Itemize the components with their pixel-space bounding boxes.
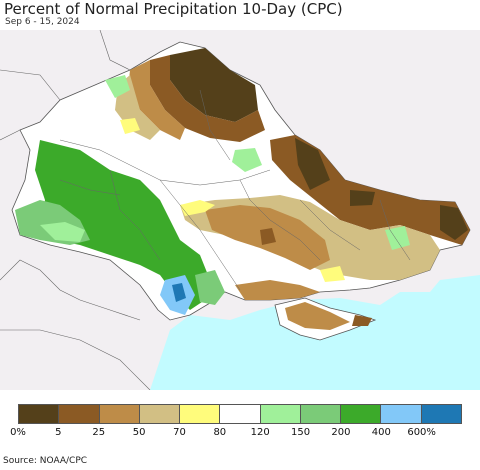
legend-label: 5: [55, 427, 62, 438]
legend-label: 0%: [10, 427, 26, 438]
area-5pct-central: [260, 228, 276, 245]
precipitation-map: [0, 30, 480, 390]
legend-swatch: [380, 405, 421, 423]
source-label: Source: NOAA/CPC: [3, 456, 88, 466]
area-400pct-west: [35, 140, 210, 310]
legend-labels: 0% 5 25 50 70 80 120 150 200 400 600%: [0, 427, 480, 441]
area-0pct-far-east: [440, 205, 468, 240]
legend-label: 400: [371, 427, 391, 438]
area-800pct-odesa: [172, 283, 186, 302]
legend-swatch: [259, 405, 300, 423]
legend-label: 200: [331, 427, 351, 438]
legend-label: 25: [92, 427, 106, 438]
area-5pct-crimea: [352, 315, 372, 326]
oblast-borders: [59, 89, 411, 291]
legend-label: 120: [250, 427, 270, 438]
legend-swatch: [179, 405, 220, 423]
area-0pct-luhansk: [350, 190, 375, 206]
legend-label: 50: [132, 427, 146, 438]
area-0pct-east: [295, 138, 330, 190]
area-200pct-south: [195, 270, 225, 305]
area-25pct-crimea: [285, 302, 350, 330]
date-range: Sep 6 - 15, 2024: [5, 17, 80, 27]
legend-label: 80: [213, 427, 227, 438]
area-5pct-north: [150, 55, 265, 142]
legend-swatch: [299, 405, 341, 423]
legend-swatch: [340, 405, 381, 423]
color-legend: [18, 404, 462, 424]
area-70pct-east: [320, 266, 345, 282]
legend-label: 70: [173, 427, 186, 438]
area-25pct-south: [235, 280, 320, 300]
legend-swatch: [58, 405, 99, 423]
area-150pct-north: [105, 75, 130, 98]
area-0pct-north: [170, 48, 258, 122]
legend-swatch: [420, 405, 461, 423]
area-150pct-ne: [232, 148, 262, 172]
legend-label: 150: [290, 427, 311, 438]
legend-swatch: [138, 405, 180, 423]
area-25pct-north: [128, 60, 185, 140]
legend-swatch: [98, 405, 139, 423]
area-150pct-west: [40, 222, 85, 242]
area-70pct-central: [180, 200, 215, 216]
legend-swatch: [19, 405, 59, 423]
country-borders: [0, 30, 151, 390]
map-title: Percent of Normal Precipitation 10-Day (…: [4, 0, 343, 18]
legend-swatch: [219, 405, 260, 423]
legend-label: 600%: [407, 427, 436, 438]
area-70pct-north: [120, 118, 140, 134]
